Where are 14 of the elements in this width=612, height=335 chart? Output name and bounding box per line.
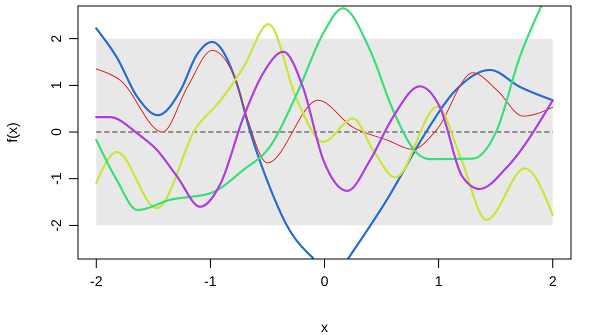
- y-axis-title: f(x): [4, 122, 20, 143]
- x-tick-label: 1: [434, 273, 443, 289]
- x-tick-label: -1: [204, 273, 217, 289]
- x-axis-title: x: [321, 319, 328, 335]
- x-tick-label: -2: [90, 273, 103, 289]
- y-tick-label: 0: [48, 128, 64, 136]
- y-tick-label: -2: [48, 218, 64, 232]
- y-tick-label: 1: [48, 81, 64, 90]
- y-tick-label: -1: [48, 172, 64, 185]
- x-tick-label: 0: [320, 273, 329, 289]
- x-tick-label: 2: [548, 273, 557, 289]
- y-tick-label: 2: [48, 34, 64, 43]
- line-series: [96, 50, 554, 164]
- line-series: [95, 50, 554, 208]
